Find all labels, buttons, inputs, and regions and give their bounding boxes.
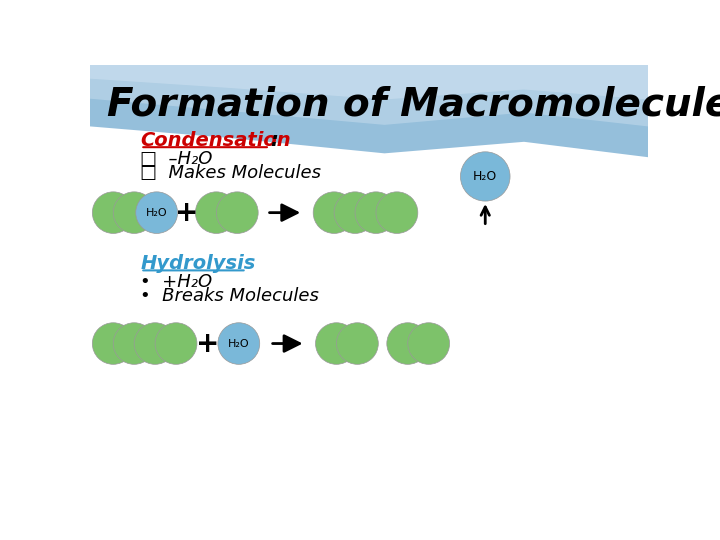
Text: :: : — [270, 131, 277, 150]
Circle shape — [92, 192, 134, 233]
Circle shape — [334, 192, 376, 233]
Circle shape — [113, 323, 155, 364]
Circle shape — [136, 192, 178, 233]
Text: □  Makes Molecules: □ Makes Molecules — [140, 164, 321, 181]
Circle shape — [408, 323, 449, 364]
Text: □  –H₂O: □ –H₂O — [140, 150, 212, 168]
Polygon shape — [90, 65, 648, 99]
Circle shape — [315, 323, 357, 364]
Text: Hydrolysis: Hydrolysis — [140, 254, 256, 273]
Text: +: + — [196, 329, 220, 357]
Text: +: + — [175, 199, 199, 227]
Text: •  +H₂O: • +H₂O — [140, 273, 212, 291]
Circle shape — [134, 323, 176, 364]
Circle shape — [387, 323, 428, 364]
Text: Condensation: Condensation — [140, 131, 291, 150]
Circle shape — [336, 323, 378, 364]
Text: H₂O: H₂O — [146, 208, 168, 218]
Polygon shape — [90, 65, 648, 126]
Text: H₂O: H₂O — [473, 170, 498, 183]
Circle shape — [461, 152, 510, 201]
Text: H₂O: H₂O — [228, 339, 250, 348]
Text: Formation of Macromolecules: Formation of Macromolecules — [107, 86, 720, 124]
Polygon shape — [90, 65, 648, 157]
Circle shape — [313, 192, 355, 233]
Circle shape — [155, 323, 197, 364]
Text: •  Breaks Molecules: • Breaks Molecules — [140, 287, 319, 305]
FancyBboxPatch shape — [90, 65, 648, 481]
Circle shape — [92, 323, 134, 364]
Circle shape — [113, 192, 155, 233]
Circle shape — [355, 192, 397, 233]
Circle shape — [216, 192, 258, 233]
Circle shape — [218, 323, 260, 364]
Circle shape — [195, 192, 238, 233]
Circle shape — [376, 192, 418, 233]
